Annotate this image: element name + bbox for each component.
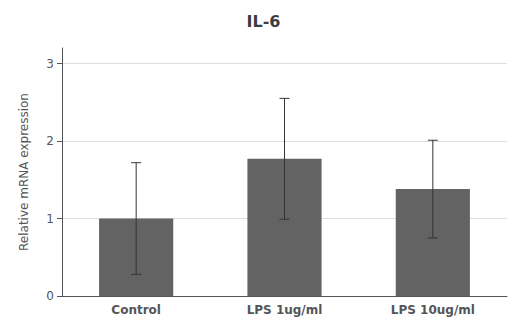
svg-text:2: 2 — [46, 134, 54, 148]
svg-text:IL-6: IL-6 — [247, 12, 281, 31]
svg-text:3: 3 — [46, 57, 54, 71]
svg-text:Relative mRNA expression: Relative mRNA expression — [17, 93, 31, 251]
svg-text:LPS 1ug/ml: LPS 1ug/ml — [247, 303, 323, 317]
svg-text:1: 1 — [46, 212, 54, 226]
svg-text:0: 0 — [46, 289, 54, 303]
svg-text:Control: Control — [111, 303, 161, 317]
svg-text:LPS 10ug/ml: LPS 10ug/ml — [391, 303, 475, 317]
